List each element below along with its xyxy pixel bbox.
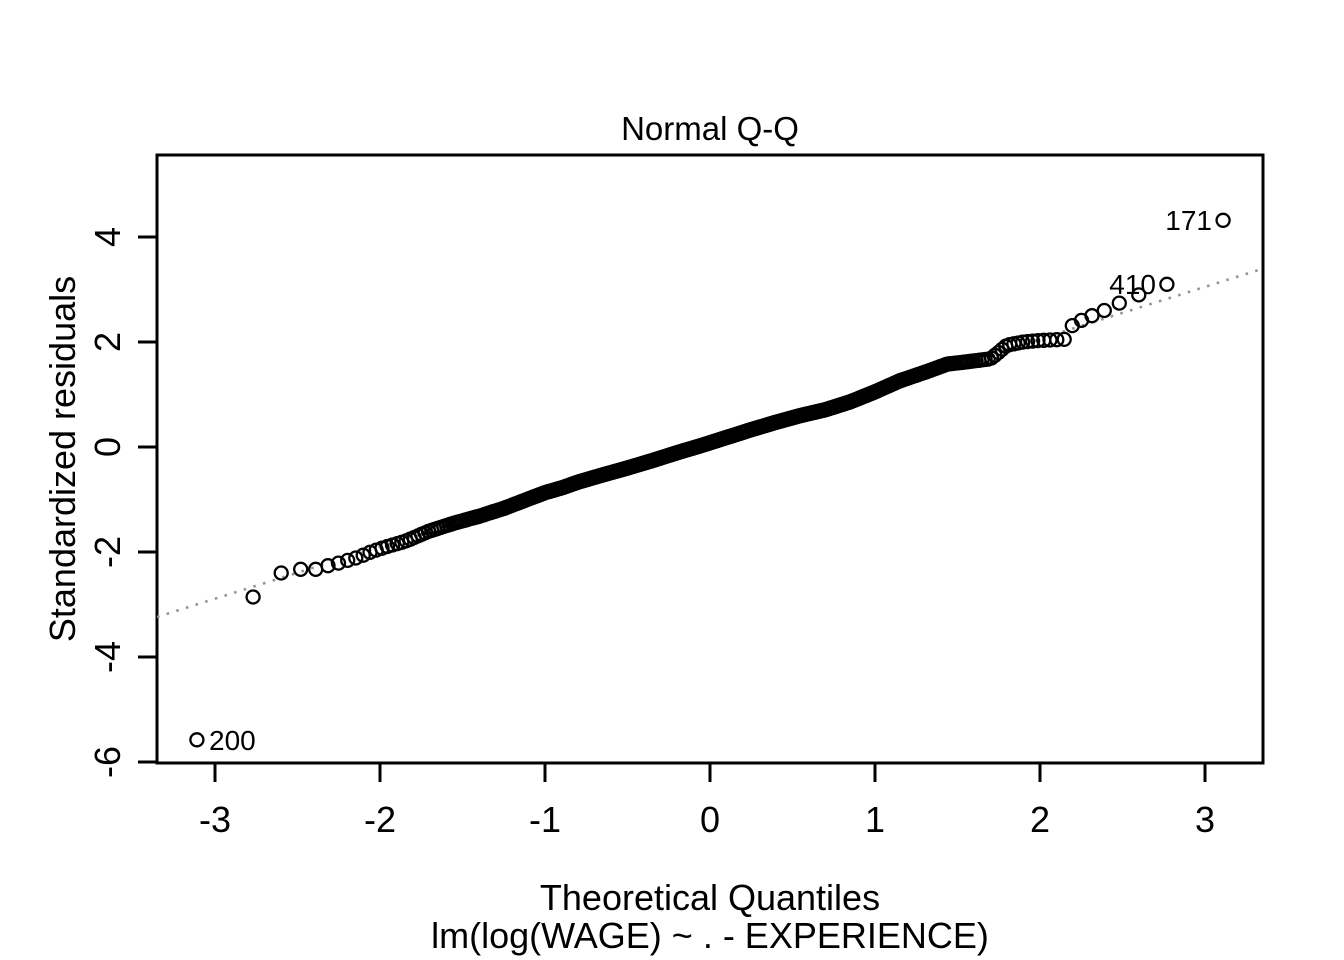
data-point	[348, 550, 364, 566]
data-points	[189, 212, 1231, 748]
y-axis-ticks	[138, 235, 157, 764]
x-axis-ticks	[213, 763, 1207, 782]
data-point	[1049, 332, 1065, 348]
y-axis-tick-labels: -6 -4 -2 0 2 4	[87, 227, 128, 778]
data-point	[1084, 308, 1100, 324]
data-point	[189, 732, 205, 748]
outlier-labels: 200 410 171	[209, 205, 1212, 756]
x-tick-label: 3	[1195, 799, 1215, 840]
data-point	[1159, 276, 1175, 292]
data-point	[293, 561, 309, 577]
x-tick-label: -2	[364, 799, 396, 840]
x-tick-label: -3	[199, 799, 231, 840]
x-tick-label: 0	[700, 799, 720, 840]
outlier-label-410: 410	[1109, 269, 1156, 300]
data-point	[320, 558, 336, 574]
data-point	[1042, 332, 1058, 348]
data-point	[1111, 295, 1127, 311]
y-tick-label: 2	[87, 332, 128, 352]
y-axis-title: Standardized residuals	[42, 276, 83, 642]
data-point	[1215, 212, 1231, 228]
plot-frame	[155, 153, 1265, 765]
model-formula-label: lm(log(WAGE) ~ . - EXPERIENCE)	[431, 915, 989, 956]
data-point	[308, 561, 324, 577]
data-point	[340, 552, 356, 569]
data-point	[273, 565, 289, 581]
x-axis-tick-labels: -3 -2 -1 0 1 2 3	[199, 799, 1215, 840]
data-point	[994, 341, 1010, 358]
data-point	[1131, 287, 1147, 303]
data-point	[245, 589, 261, 605]
outlier-label-171: 171	[1165, 205, 1212, 236]
y-tick-label: -6	[87, 746, 128, 778]
data-point	[1019, 333, 1036, 350]
data-point	[1024, 333, 1041, 349]
data-point	[1056, 331, 1072, 348]
x-tick-label: -1	[529, 799, 561, 840]
data-point	[355, 547, 371, 563]
x-axis-title: Theoretical Quantiles	[540, 877, 880, 918]
data-point	[330, 555, 347, 571]
outlier-label-200: 200	[209, 725, 256, 756]
y-tick-label: 0	[87, 437, 128, 457]
y-tick-label: 4	[87, 227, 128, 247]
data-point	[1015, 334, 1031, 350]
x-tick-label: 2	[1030, 799, 1050, 840]
y-tick-label: -4	[87, 641, 128, 673]
y-tick-label: -2	[87, 536, 128, 568]
data-point	[1096, 302, 1112, 319]
x-tick-label: 1	[865, 799, 885, 840]
chart-title: Normal Q-Q	[621, 110, 799, 147]
